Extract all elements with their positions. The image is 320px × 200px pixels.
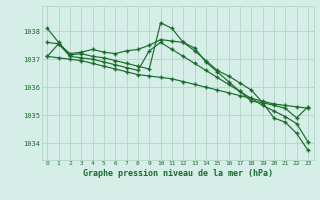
X-axis label: Graphe pression niveau de la mer (hPa): Graphe pression niveau de la mer (hPa) <box>83 169 273 178</box>
